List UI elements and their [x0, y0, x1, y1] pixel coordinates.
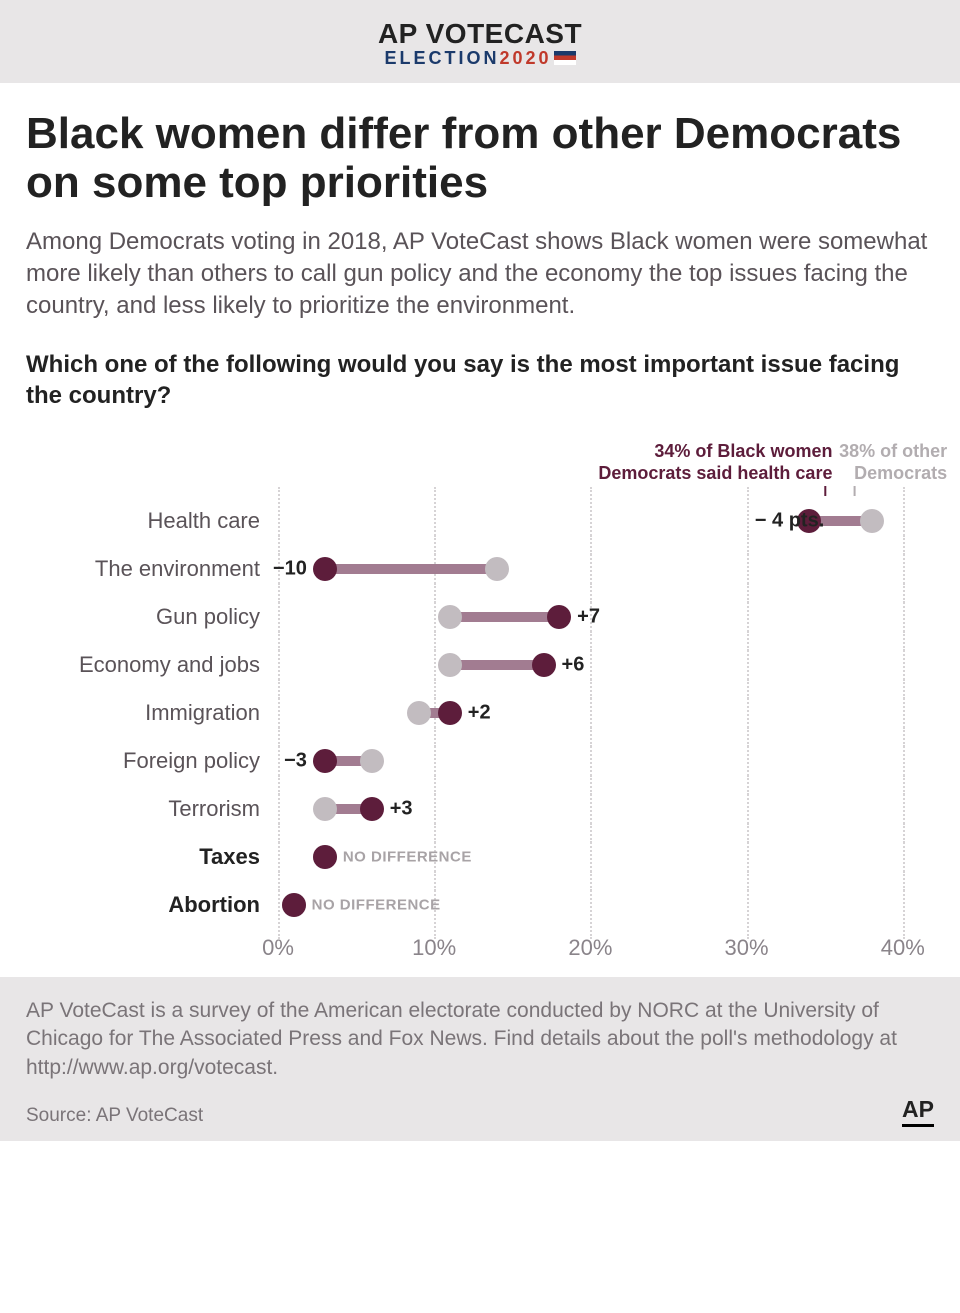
- diff-label: +7: [577, 606, 600, 629]
- survey-question: Which one of the following would you say…: [26, 349, 934, 411]
- row-label: Taxes: [26, 844, 278, 870]
- row-label: Gun policy: [26, 604, 278, 630]
- diff-label: NO DIFFERENCE: [343, 849, 472, 866]
- diff-label: −3: [284, 750, 307, 773]
- top-annotations: 34% of Black womenDemocrats said health …: [26, 441, 934, 493]
- dot-black-women: [532, 653, 556, 677]
- dot-black-women: [313, 845, 337, 869]
- subtitle: Among Democrats voting in 2018, AP VoteC…: [26, 226, 934, 323]
- connector-bar: [450, 612, 559, 622]
- chart-row: Economy and jobs +6: [26, 641, 934, 689]
- headline: Black women differ from other Democrats …: [26, 109, 934, 208]
- dot-black-women: [313, 749, 337, 773]
- row-label: The environment: [26, 556, 278, 582]
- dot-other-dems: [360, 749, 384, 773]
- dot-other-dems: [438, 605, 462, 629]
- x-tick: 30%: [725, 935, 769, 961]
- row-track: +3: [278, 785, 934, 833]
- row-track: +7: [278, 593, 934, 641]
- row-label: Economy and jobs: [26, 652, 278, 678]
- content-area: Black women differ from other Democrats …: [0, 83, 960, 977]
- dot-black-women: [438, 701, 462, 725]
- x-tick: 40%: [881, 935, 925, 961]
- dot-other-dems: [407, 701, 431, 725]
- row-label: Health care: [26, 508, 278, 534]
- dot-black-women: [313, 557, 337, 581]
- diff-label: − 4 pts.: [755, 510, 824, 533]
- connector-bar: [325, 564, 497, 574]
- row-track: +6: [278, 641, 934, 689]
- x-tick: 10%: [412, 935, 456, 961]
- diff-label: NO DIFFERENCE: [312, 897, 441, 914]
- chart-row: Terrorism +3: [26, 785, 934, 833]
- chart-row: Health care − 4 pts.: [26, 497, 934, 545]
- dot-other-dems: [860, 509, 884, 533]
- x-tick: 0%: [262, 935, 294, 961]
- x-tick: 20%: [568, 935, 612, 961]
- dumbbell-chart: 34% of Black womenDemocrats said health …: [26, 441, 934, 967]
- row-track: −10: [278, 545, 934, 593]
- connector-bar: [450, 660, 544, 670]
- diff-label: +6: [562, 654, 585, 677]
- dot-black-women: [360, 797, 384, 821]
- source-row: Source: AP VoteCast AP: [26, 1096, 934, 1127]
- ap-logo-mark: AP: [902, 1096, 934, 1127]
- dot-other-dems: [313, 797, 337, 821]
- methodology-note: AP VoteCast is a survey of the American …: [26, 997, 934, 1082]
- dot-other-dems: [438, 653, 462, 677]
- logo-line2: ELECTION2020: [378, 48, 582, 69]
- diff-label: −10: [273, 558, 307, 581]
- logo-line1: AP VOTECAST: [378, 18, 582, 50]
- diff-label: +2: [468, 702, 491, 725]
- diff-label: +3: [390, 798, 413, 821]
- row-track: − 4 pts.: [278, 497, 934, 545]
- logo-year: 2020: [499, 48, 551, 68]
- row-track: NO DIFFERENCE: [278, 881, 934, 929]
- header-band: AP VOTECAST ELECTION2020: [0, 0, 960, 83]
- chart-row: The environment−10: [26, 545, 934, 593]
- dot-black-women: [547, 605, 571, 629]
- row-track: +2: [278, 689, 934, 737]
- row-track: NO DIFFERENCE: [278, 833, 934, 881]
- flag-icon: [554, 51, 576, 65]
- annot-other-dems: 38% of otherDemocrats: [839, 441, 947, 496]
- chart-row: Foreign policy −3: [26, 737, 934, 785]
- chart-row: Immigration +2: [26, 689, 934, 737]
- row-label: Foreign policy: [26, 748, 278, 774]
- logo-election: ELECTION: [384, 48, 499, 68]
- footer-band: AP VoteCast is a survey of the American …: [0, 977, 960, 1141]
- annot-black-women: 34% of Black womenDemocrats said health …: [598, 441, 832, 496]
- source-text: Source: AP VoteCast: [26, 1105, 203, 1127]
- dot-black-women: [282, 893, 306, 917]
- row-label: Abortion: [26, 892, 278, 918]
- dot-other-dems: [485, 557, 509, 581]
- ap-votecast-logo: AP VOTECAST ELECTION2020: [378, 18, 582, 69]
- row-label: Terrorism: [26, 796, 278, 822]
- chart-row: Gun policy +7: [26, 593, 934, 641]
- chart-row: Taxes NO DIFFERENCE: [26, 833, 934, 881]
- x-axis: 0% 10% 20% 30% 40%: [26, 929, 934, 967]
- row-track: −3: [278, 737, 934, 785]
- chart-row: Abortion NO DIFFERENCE: [26, 881, 934, 929]
- row-label: Immigration: [26, 700, 278, 726]
